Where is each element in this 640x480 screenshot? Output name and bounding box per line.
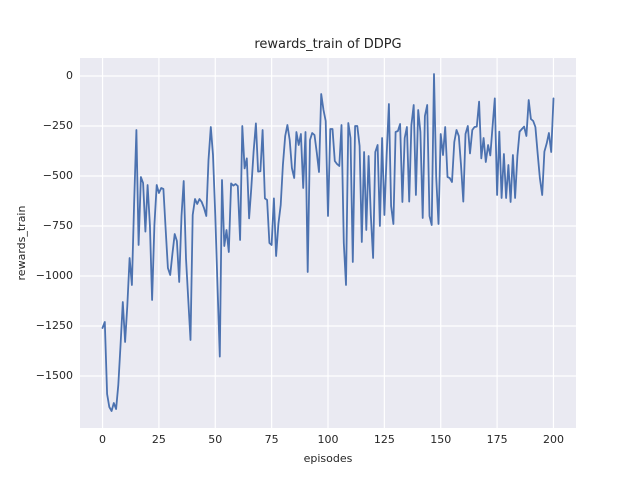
rewards-series-line: [101, 73, 555, 412]
x-tick-label: 150: [430, 433, 452, 446]
y-tick-label: −500: [42, 169, 73, 182]
y-tick-label: −750: [42, 219, 73, 232]
y-tick-label: −1250: [35, 319, 73, 332]
y-tick-label: −250: [42, 119, 73, 132]
x-axis-label: episodes: [303, 452, 353, 465]
x-tick-label: 175: [486, 433, 508, 446]
x-tick-label: 50: [208, 433, 223, 446]
x-tick-label: 125: [373, 433, 395, 446]
x-tick-label: 25: [151, 433, 166, 446]
x-tick-label: 0: [99, 433, 107, 446]
y-tick-label: −1000: [35, 269, 73, 282]
y-tick-label: 0: [66, 69, 73, 82]
y-tick-label: −1500: [35, 369, 73, 382]
x-tick-label: 200: [542, 433, 564, 446]
x-tick-label: 75: [264, 433, 279, 446]
chart-title: rewards_train of DDPG: [254, 37, 402, 52]
x-tick-label: 100: [317, 433, 339, 446]
